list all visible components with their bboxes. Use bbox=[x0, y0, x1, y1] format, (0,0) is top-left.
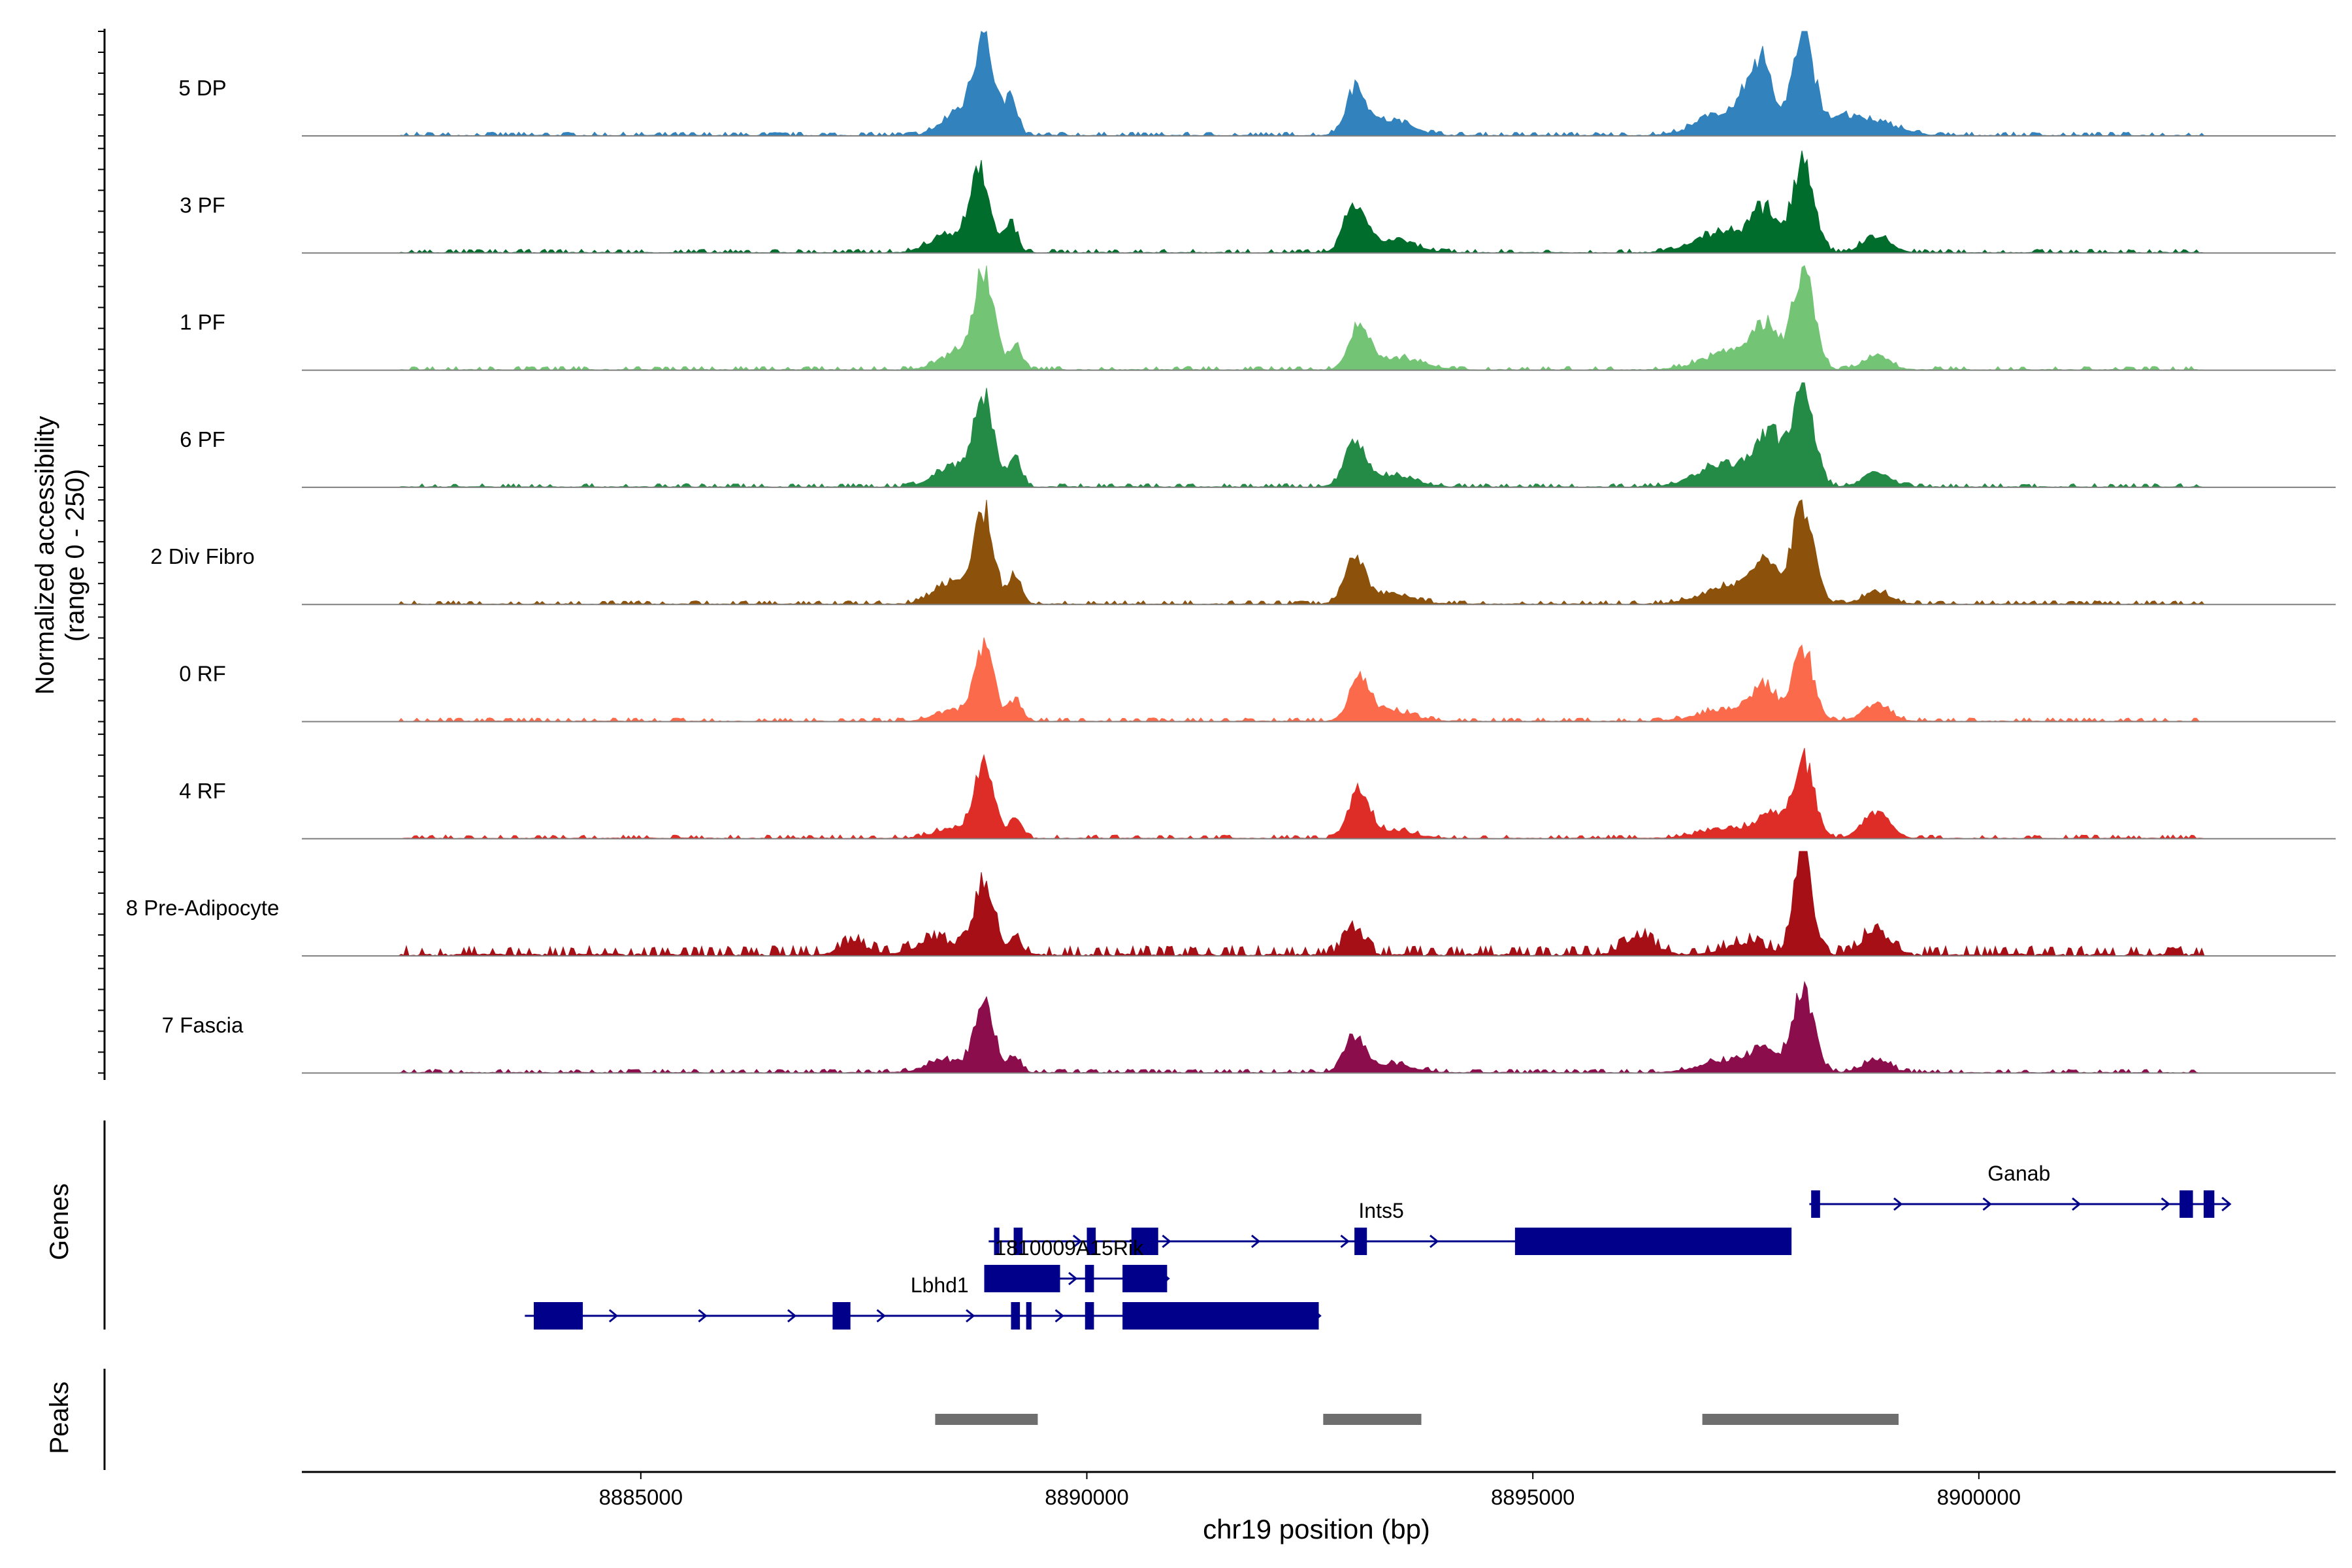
gene-exon bbox=[533, 1302, 583, 1330]
gene-exon bbox=[1085, 1265, 1094, 1292]
strand-arrow-icon bbox=[2161, 1197, 2170, 1211]
strand-arrow-icon bbox=[1072, 1234, 1083, 1249]
track-7-fascia: 7 Fascia bbox=[162, 981, 2336, 1074]
track-0-rf: 0 RF bbox=[179, 637, 2336, 723]
x-tick-label: 8890000 bbox=[1045, 1485, 1128, 1509]
gene-exon bbox=[1013, 1228, 1023, 1255]
track-label: 5 DP bbox=[178, 76, 226, 100]
gene-name-label: Lbhd1 bbox=[911, 1273, 969, 1297]
y-axis bbox=[98, 29, 106, 1080]
gene-ganab: Ganab bbox=[1809, 1162, 2232, 1218]
gene-exon bbox=[1811, 1190, 1820, 1218]
gene-exon bbox=[1085, 1302, 1094, 1330]
coverage-area bbox=[302, 981, 2309, 1074]
gene-exon bbox=[1354, 1228, 1367, 1255]
coverage-area bbox=[302, 382, 2309, 488]
peak-region-bar bbox=[935, 1414, 1038, 1425]
x-axis: 8885000 8890000 8895000 8900000 bbox=[302, 1471, 2336, 1509]
gene-name-label: 1810009A15Rik bbox=[994, 1236, 1144, 1260]
strand-arrow-icon bbox=[1068, 1271, 1078, 1286]
peak-region-bar bbox=[1702, 1414, 1899, 1425]
gene-name-label: Ganab bbox=[1987, 1162, 2050, 1185]
strand-arrow-icon bbox=[1054, 1309, 1064, 1323]
y-axis-label-line1: Normalized accessibility bbox=[31, 416, 59, 695]
strand-arrow-icon bbox=[1429, 1234, 1439, 1249]
track-label: 3 PF bbox=[180, 193, 225, 217]
gene-exon bbox=[1514, 1228, 1792, 1255]
track-3-pf: 3 PF bbox=[180, 150, 2336, 254]
strand-arrow-icon bbox=[1162, 1234, 1171, 1249]
gene-exon bbox=[832, 1302, 851, 1330]
track-label: 0 RF bbox=[179, 662, 226, 686]
track-1-pf: 1 PF bbox=[180, 265, 2336, 371]
gene-exon bbox=[2180, 1190, 2193, 1218]
track-label: 1 PF bbox=[180, 310, 225, 335]
strand-arrow-icon bbox=[876, 1309, 886, 1323]
track-label: 6 PF bbox=[180, 427, 225, 451]
coverage-area bbox=[302, 851, 2309, 957]
x-tick-label: 8895000 bbox=[1491, 1485, 1575, 1509]
gene-exon bbox=[984, 1265, 1060, 1292]
track-label: 4 RF bbox=[179, 779, 226, 803]
strand-arrow-icon bbox=[1982, 1197, 1992, 1211]
gene-exon bbox=[2203, 1190, 2215, 1218]
coverage-tracks: 5 DP 3 PF 1 PF 6 PF 2 Div Fibro 0 RF 4 RF 8 Pre… bbox=[126, 31, 2336, 1074]
track-8-pre-adipocyte: 8 Pre-Adipocyte bbox=[126, 851, 2336, 957]
genes-label: Genes bbox=[45, 1183, 74, 1260]
strand-arrow-icon bbox=[1250, 1234, 1261, 1249]
peak-region-bar bbox=[1323, 1414, 1422, 1425]
track-label: 2 Div Fibro bbox=[150, 544, 255, 568]
track-4-rf: 4 RF bbox=[179, 747, 2336, 840]
x-tick-label: 8900000 bbox=[1937, 1485, 2021, 1509]
strand-arrow-icon bbox=[2072, 1197, 2082, 1211]
track-2-div-fibro: 2 Div Fibro bbox=[150, 499, 2336, 606]
coverage-area bbox=[302, 499, 2309, 605]
gene-exon bbox=[1122, 1265, 1168, 1292]
gene-ints5: Ints5 bbox=[988, 1199, 1792, 1255]
strand-arrow-icon bbox=[1893, 1197, 1903, 1211]
coverage-area bbox=[302, 747, 2309, 840]
gene-exon bbox=[1122, 1302, 1319, 1330]
strand-arrow-icon bbox=[787, 1309, 797, 1323]
peak-track bbox=[935, 1414, 1899, 1425]
track-5-dp: 5 DP bbox=[178, 31, 2336, 137]
gene-1810009a15rik: 1810009A15Rik bbox=[984, 1236, 1170, 1292]
peaks-label: Peaks bbox=[45, 1381, 74, 1454]
y-axis-label: Normalized accessibility (range 0 - 250) bbox=[31, 416, 90, 695]
track-label: 8 Pre-Adipocyte bbox=[126, 896, 280, 920]
gene-exon bbox=[1026, 1302, 1032, 1330]
coverage-area bbox=[302, 637, 2309, 723]
track-6-pf: 6 PF bbox=[180, 382, 2336, 488]
track-label: 7 Fascia bbox=[162, 1013, 244, 1037]
strand-arrow-icon bbox=[966, 1309, 975, 1323]
gene-track: Ganab Ints5 1810009A15Rik Lbhd1 bbox=[525, 1162, 2232, 1330]
strand-arrow-icon bbox=[2221, 1196, 2232, 1212]
strand-arrow-icon bbox=[698, 1309, 708, 1323]
gene-name-label: Ints5 bbox=[1358, 1199, 1403, 1222]
x-tick-label: 8885000 bbox=[599, 1485, 683, 1509]
coverage-area bbox=[302, 150, 2309, 254]
coverage-area bbox=[302, 265, 2309, 371]
gene-exon bbox=[1086, 1228, 1096, 1255]
gene-exon bbox=[1011, 1302, 1021, 1330]
strand-arrow-icon bbox=[608, 1309, 619, 1323]
gene-exon bbox=[994, 1228, 1000, 1255]
y-axis-label-line2: (range 0 - 250) bbox=[61, 469, 90, 642]
gene-exon bbox=[1131, 1228, 1158, 1255]
x-axis-label: chr19 position (bp) bbox=[1203, 1514, 1430, 1544]
strand-arrow-icon bbox=[1340, 1234, 1350, 1249]
coverage-area bbox=[302, 31, 2309, 137]
gene-lbhd1: Lbhd1 bbox=[525, 1273, 1322, 1330]
